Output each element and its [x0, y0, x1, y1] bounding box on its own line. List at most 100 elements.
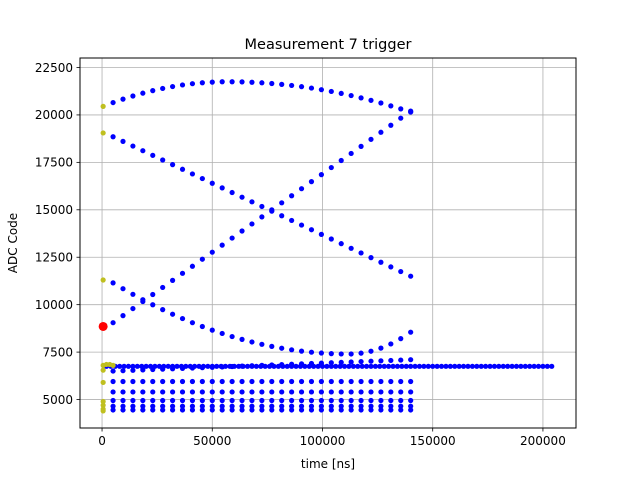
data-point: [209, 249, 215, 255]
data-point: [179, 270, 186, 276]
data-point: [259, 214, 265, 220]
data-point: [328, 360, 334, 366]
data-point: [110, 403, 116, 409]
data-point: [465, 363, 471, 369]
data-point: [509, 363, 515, 369]
data-point: [388, 378, 394, 385]
data-point: [249, 79, 255, 85]
data-point: [205, 363, 211, 369]
data-point: [527, 363, 533, 369]
data-point: [219, 407, 225, 413]
data-point: [259, 203, 265, 210]
data-point: [368, 97, 374, 103]
data-point: [239, 403, 245, 409]
data-point: [229, 333, 235, 340]
data-point: [110, 368, 116, 374]
data-point: [434, 363, 440, 369]
data-point: [308, 407, 315, 413]
data-point: [209, 378, 215, 385]
data-point: [179, 82, 186, 88]
data-point: [452, 363, 458, 369]
data-point: [160, 378, 166, 385]
data-point: [279, 213, 285, 219]
data-point: [388, 403, 394, 409]
data-point: [368, 378, 374, 385]
data-point: [398, 403, 404, 409]
data-point: [338, 157, 344, 164]
data-point: [378, 259, 384, 265]
data-point: [298, 361, 305, 367]
data-point: [368, 397, 374, 404]
data-point: [308, 227, 315, 233]
data-point: [179, 315, 186, 322]
data-point: [269, 389, 275, 395]
data-point: [328, 403, 334, 409]
data-point: [372, 363, 378, 369]
data-point: [328, 88, 334, 95]
data-point: [328, 389, 334, 395]
data-point: [100, 367, 106, 373]
data-point: [348, 397, 354, 404]
data-point: [338, 378, 344, 385]
data-point: [169, 397, 176, 404]
data-point: [130, 367, 136, 373]
data-point: [229, 363, 235, 370]
data-point: [239, 407, 245, 413]
y-axis-ticks: 5000 7500 10000 12500 15000 17500 20000 22500: [35, 61, 80, 407]
data-point: [249, 407, 255, 413]
data-point: [279, 407, 285, 413]
data-point: [348, 150, 354, 157]
data-point: [117, 363, 123, 369]
data-point: [279, 403, 285, 409]
data-point: [189, 378, 196, 385]
data-point: [408, 357, 414, 363]
data-point: [368, 389, 374, 395]
data-point: [544, 363, 550, 369]
data-point: [378, 403, 384, 409]
data-point: [298, 222, 305, 228]
data-point: [388, 357, 394, 364]
data-point: [110, 362, 116, 368]
data-point: [209, 403, 215, 409]
data-point: [355, 363, 361, 369]
data-point: [239, 397, 245, 404]
data-point: [150, 302, 156, 308]
data-point: [348, 407, 354, 413]
data-point: [269, 403, 275, 409]
data-point: [269, 343, 275, 349]
y-tick-label: 15000: [35, 203, 73, 217]
data-point: [412, 363, 418, 369]
data-point: [150, 407, 156, 413]
data-point: [403, 363, 409, 369]
data-point: [348, 389, 354, 395]
data-point: [150, 403, 156, 409]
data-point: [308, 179, 315, 185]
data-point: [487, 363, 493, 369]
data-point: [338, 389, 344, 395]
data-point: [491, 363, 498, 369]
data-point: [346, 363, 352, 369]
data-point: [388, 264, 394, 270]
data-point: [358, 403, 364, 409]
data-point: [368, 358, 374, 364]
data-point: [249, 378, 255, 385]
data-point: [398, 389, 404, 395]
data-point: [110, 407, 116, 413]
data-point: [140, 148, 146, 154]
y-axis-label: ADC Code: [6, 213, 20, 273]
data-point: [318, 172, 324, 178]
data-point: [120, 378, 126, 385]
data-point: [120, 407, 126, 413]
data-point: [378, 100, 384, 106]
data-point: [209, 389, 215, 395]
data-point: [289, 82, 295, 89]
data-point: [140, 389, 146, 395]
data-point: [447, 363, 453, 369]
data-point: [398, 357, 404, 363]
data-point: [368, 348, 374, 354]
data-point: [199, 378, 205, 385]
data-point: [388, 397, 394, 404]
data-point: [505, 363, 511, 369]
data-point: [522, 363, 528, 369]
data-point: [199, 256, 205, 262]
